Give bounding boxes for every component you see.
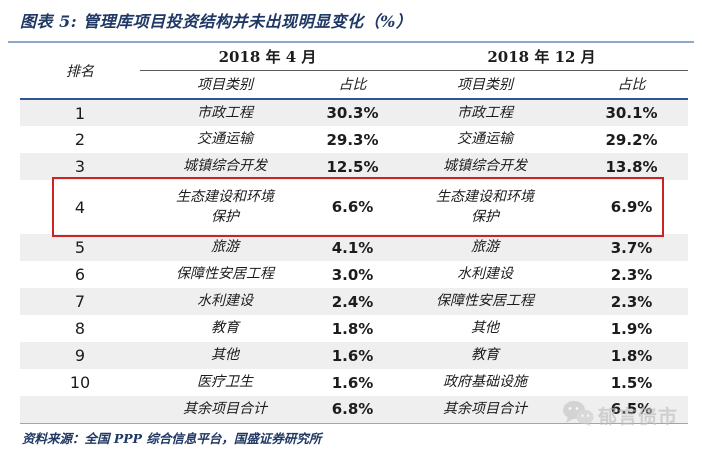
rank-cell: 7 [74, 292, 86, 311]
dec-category-cell: 水利建设 [457, 266, 514, 283]
apr-share-cell: 1.6% [331, 373, 374, 392]
investment-structure-table: 排名 2018 年 4 月 2018 年 12 月 项目类别 占比 项目类别 占… [20, 44, 689, 424]
apr-category-cell: 其他 [211, 347, 239, 364]
dec-share-cell: 29.2% [605, 130, 658, 149]
rank-cell: 6 [74, 265, 86, 284]
rank-cell: 8 [74, 319, 86, 338]
apr-category-cell: 交通运输 [197, 131, 253, 148]
dec-category-cell: 旅游 [471, 239, 500, 256]
dec-share-cell: 2.3% [610, 265, 653, 284]
apr-share-cell: 30.3% [326, 104, 379, 122]
apr-category-cell: 市政工程 [197, 104, 253, 121]
dec-category-cell: 其余项目合计 [395, 396, 576, 424]
rank-cell: 9 [74, 346, 86, 365]
dec-category-header: 项目类别 [395, 70, 576, 100]
table-row: 1 市政工程 30.3% 市政工程 30.1% [20, 99, 689, 126]
watermark: 郁言债市 [562, 400, 678, 431]
rank-cell [20, 396, 140, 424]
table-row: 5 旅游 4.1% 旅游 3.7% [20, 234, 689, 261]
table-row: 9 其他 1.6% 教育 1.8% [20, 342, 689, 369]
watermark-text: 郁言债市 [598, 406, 679, 428]
dec-share-cell: 6.9% [610, 198, 653, 216]
rank-cell: 3 [74, 157, 86, 176]
apr-category-cell: 城镇综合开发 [183, 158, 267, 175]
dec-category-cell: 政府基础设施 [443, 374, 528, 391]
table-row-highlighted: 4 生态建设和环境 保护 6.6% 生态建设和环境 保护 6.9% [20, 180, 688, 234]
apr-category-cell: 医疗卫生 [197, 374, 253, 391]
dec-share-cell: 1.9% [610, 319, 653, 338]
apr-share-cell: 4.1% [331, 238, 374, 257]
apr-category-cell: 其余项目合计 [140, 396, 310, 424]
apr-share-cell: 1.6% [331, 346, 374, 365]
dec-category-cell: 其他 [471, 320, 500, 337]
header-row-columns: 项目类别 占比 项目类别 占比 [20, 70, 689, 100]
table-row: 8 教育 1.8% 其他 1.9% [20, 315, 688, 342]
table-row: 10 医疗卫生 1.6% 政府基础设施 1.5% [20, 369, 688, 396]
period-april-header: 2018 年 4 月 [140, 44, 396, 71]
title-divider [8, 41, 694, 43]
apr-share-cell: 29.3% [326, 130, 379, 149]
dec-category-cell: 城镇综合开发 [443, 158, 528, 175]
rank-cell: 10 [69, 373, 91, 392]
dec-share-cell: 13.8% [605, 157, 658, 176]
period-december-header: 2018 年 12 月 [395, 44, 689, 71]
apr-share-cell: 12.5% [326, 157, 379, 176]
dec-category-cell: 教育 [471, 347, 500, 364]
header-row-periods: 排名 2018 年 4 月 2018 年 12 月 [20, 44, 689, 100]
apr-share-header: 占比 [310, 70, 396, 100]
dec-share-cell: 2.3% [610, 292, 653, 311]
dec-category-cell: 交通运输 [457, 131, 514, 148]
table-row: 3 城镇综合开发 12.5% 城镇综合开发 13.8% [20, 153, 689, 180]
apr-share-cell: 3.0% [331, 265, 374, 284]
dec-share-cell: 1.8% [610, 346, 653, 365]
rank-cell: 2 [74, 130, 86, 149]
apr-share-cell: 6.6% [331, 198, 374, 216]
dec-share-header: 占比 [575, 70, 689, 100]
apr-category-cell: 教育 [211, 320, 239, 337]
table-row: 2 交通运输 29.3% 交通运输 29.2% [20, 126, 688, 153]
dec-share-cell: 30.1% [605, 104, 658, 122]
rank-cell: 5 [74, 238, 86, 257]
apr-share-cell: 6.8% [310, 396, 396, 424]
dec-share-cell: 1.5% [610, 373, 653, 392]
rank-cell: 1 [74, 103, 86, 123]
dec-share-cell: 3.7% [610, 238, 653, 257]
apr-category-header: 项目类别 [140, 70, 310, 100]
apr-category-cell: 水利建设 [197, 293, 253, 310]
rank-cell: 4 [74, 197, 86, 217]
apr-share-cell: 2.4% [331, 292, 374, 311]
apr-category-cell: 保障性安居工程 [176, 266, 274, 283]
wechat-icon [562, 400, 594, 431]
rank-column-header: 排名 [20, 44, 140, 100]
dec-category-cell: 市政工程 [457, 104, 514, 121]
dec-category-cell: 保障性安居工程 [436, 293, 535, 310]
apr-category-cell: 生态建设和环境 保护 [176, 188, 274, 225]
dec-category-cell: 生态建设和环境 保护 [436, 188, 535, 225]
apr-category-cell: 旅游 [211, 239, 239, 256]
table-row: 7 水利建设 2.4% 保障性安居工程 2.3% [20, 288, 689, 315]
source-note: 资料来源：全国 PPP 综合信息平台，国盛证券研究所 [22, 431, 322, 446]
dec-share-cell: 6.5% [575, 396, 689, 424]
chart-title: 图表 5: 管理库项目投资结构并未出现明显变化（%） [20, 12, 413, 31]
table-row: 6 保障性安居工程 3.0% 水利建设 2.3% [20, 261, 688, 288]
apr-share-cell: 1.8% [331, 319, 374, 338]
